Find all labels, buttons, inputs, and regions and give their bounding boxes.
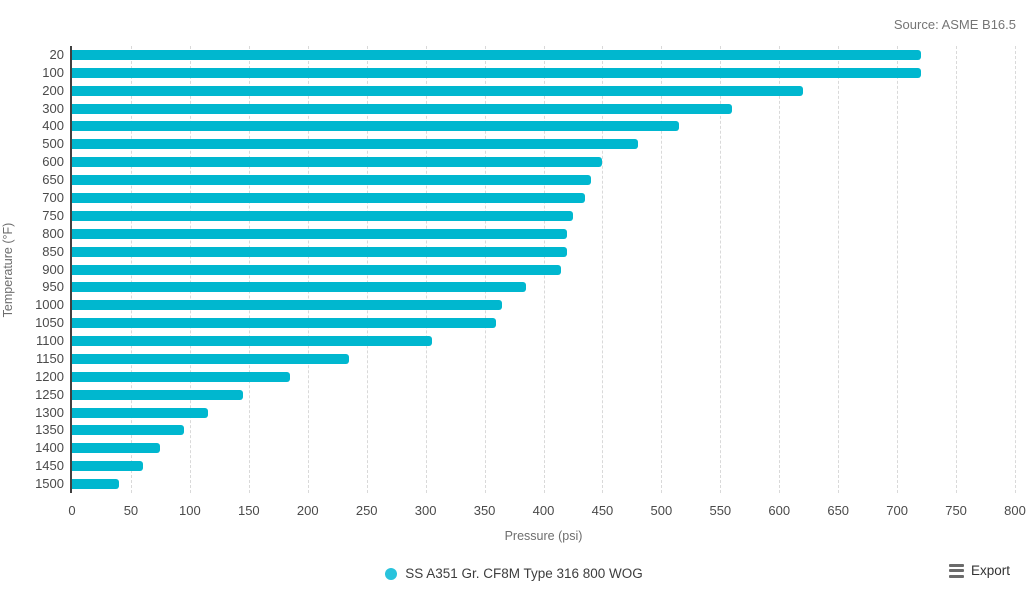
gridline — [720, 46, 722, 493]
bar[interactable] — [72, 443, 161, 454]
legend-marker-icon — [385, 567, 398, 580]
y-tick-label: 800 — [42, 225, 64, 241]
bar[interactable] — [72, 479, 120, 490]
gridline — [661, 46, 663, 493]
y-tick-label: 750 — [42, 207, 64, 223]
bar[interactable] — [72, 425, 184, 436]
bar[interactable] — [72, 389, 243, 400]
y-tick-label: 1150 — [36, 350, 64, 366]
y-axis-line — [70, 46, 72, 493]
y-tick-label: 900 — [42, 261, 64, 277]
bar[interactable] — [72, 228, 568, 239]
x-tick-label: 600 — [768, 503, 791, 518]
bar[interactable] — [72, 49, 921, 60]
bar[interactable] — [72, 85, 803, 96]
x-tick-label: 700 — [886, 503, 908, 518]
x-tick-label: 350 — [473, 503, 496, 518]
bar[interactable] — [72, 175, 591, 186]
x-tick-label: 50 — [123, 503, 139, 518]
bar[interactable] — [72, 318, 497, 329]
bar[interactable] — [72, 67, 921, 78]
y-tick-label: 20 — [49, 46, 64, 62]
bar[interactable] — [72, 407, 208, 418]
y-tick-label: 300 — [42, 100, 64, 116]
y-tick-label: 1100 — [36, 333, 64, 349]
x-tick-label: 450 — [591, 503, 614, 518]
y-tick-label: 1000 — [35, 297, 64, 313]
y-tick-label: 850 — [42, 243, 64, 259]
gridline — [838, 46, 840, 493]
bar[interactable] — [72, 157, 603, 168]
y-tick-label: 1500 — [35, 476, 64, 492]
legend-item[interactable]: SS A351 Gr. CF8M Type 316 800 WOG — [385, 566, 643, 581]
legend-label: SS A351 Gr. CF8M Type 316 800 WOG — [405, 566, 643, 581]
plot-area — [70, 46, 1016, 493]
y-tick-label: 500 — [42, 136, 64, 152]
y-tick-label: 1450 — [35, 458, 64, 474]
y-tick-label: 400 — [42, 118, 64, 134]
y-tick-label: 1300 — [35, 404, 64, 420]
export-button[interactable]: Export — [948, 563, 1010, 578]
gridline — [602, 46, 604, 493]
gridline — [897, 46, 899, 493]
bar[interactable] — [72, 371, 291, 382]
bar[interactable] — [72, 300, 503, 311]
bar[interactable] — [72, 139, 638, 150]
bar[interactable] — [72, 353, 349, 364]
gridline — [779, 46, 781, 493]
x-tick-label: 100 — [179, 503, 201, 518]
bar[interactable] — [72, 210, 573, 221]
x-tick-label: 400 — [532, 503, 555, 518]
bar[interactable] — [72, 282, 526, 293]
legend: SS A351 Gr. CF8M Type 316 800 WOG — [0, 566, 1028, 581]
x-tick-label: 650 — [827, 503, 850, 518]
bar[interactable] — [72, 461, 143, 472]
bar[interactable] — [72, 336, 432, 347]
y-tick-label: 600 — [42, 154, 64, 170]
y-tick-label: 100 — [42, 64, 64, 80]
bar[interactable] — [72, 264, 562, 275]
x-tick-label: 500 — [650, 503, 673, 518]
bar[interactable] — [72, 192, 585, 203]
gridline — [1015, 46, 1016, 493]
bar[interactable] — [72, 246, 568, 257]
bar[interactable] — [72, 103, 733, 114]
gridline — [956, 46, 958, 493]
export-menu-icon — [948, 563, 964, 578]
y-tick-label: 1050 — [35, 315, 64, 331]
y-tick-label: 1350 — [35, 422, 64, 438]
x-tick-label: 750 — [945, 503, 967, 518]
x-axis-title: Pressure (psi) — [504, 529, 583, 543]
y-tick-label: 1200 — [35, 368, 64, 384]
y-tick-label: 1250 — [35, 386, 64, 402]
y-tick-label: 650 — [42, 172, 64, 188]
source-label: Source: ASME B16.5 — [893, 17, 1016, 32]
y-tick-label: 1400 — [35, 440, 64, 456]
y-tick-label: 200 — [42, 82, 64, 98]
y-tick-label: 700 — [42, 189, 64, 205]
x-tick-label: 300 — [414, 503, 437, 518]
x-tick-label: 0 — [68, 503, 76, 518]
y-tick-label: 950 — [42, 279, 64, 295]
bar[interactable] — [72, 121, 680, 132]
x-tick-label: 800 — [1004, 503, 1026, 518]
x-tick-label: 150 — [237, 503, 260, 518]
export-label: Export — [970, 563, 1010, 578]
x-tick-label: 550 — [709, 503, 732, 518]
x-tick-label: 200 — [296, 503, 319, 518]
x-tick-label: 250 — [355, 503, 378, 518]
